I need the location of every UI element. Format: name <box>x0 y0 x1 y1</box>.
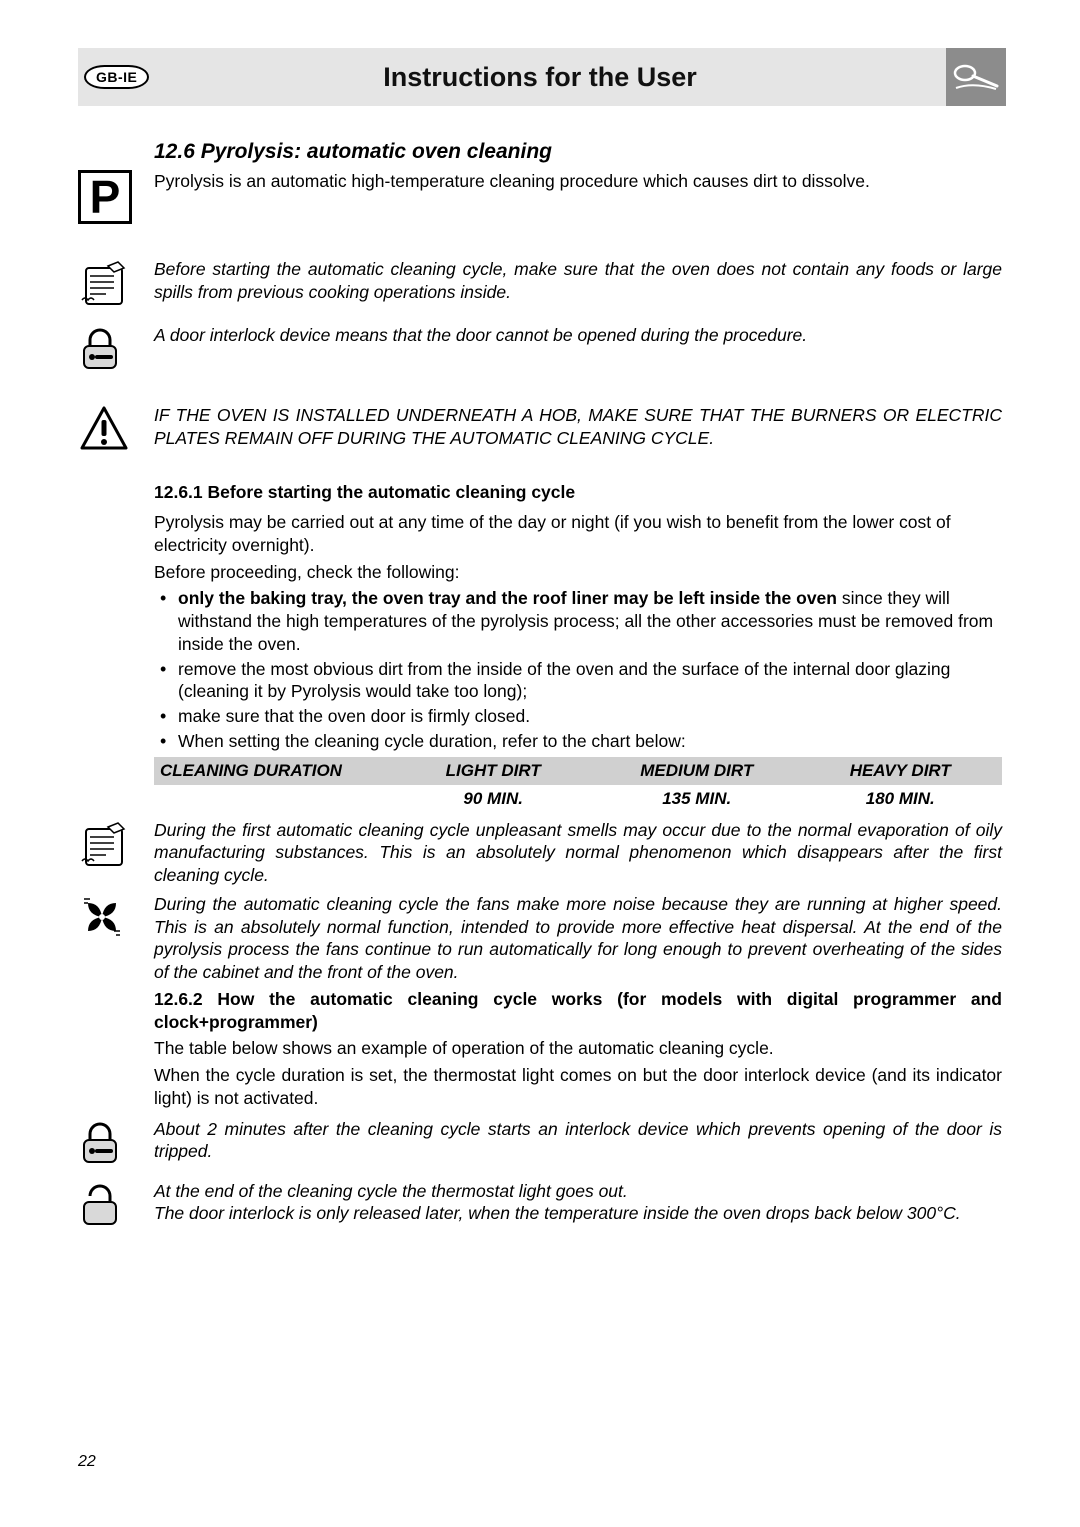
bullet-item: When setting the cleaning cycle duration… <box>154 730 1002 753</box>
lock-tripped-note: About 2 minutes after the cleaning cycle… <box>154 1118 1002 1164</box>
lock-open-icon <box>78 1180 122 1228</box>
pyrolysis-symbol: P <box>78 170 132 224</box>
fan-note: During the automatic cleaning cycle the … <box>154 893 1002 984</box>
subsection-2-heading: 12.6.2 How the automatic cleaning cycle … <box>154 988 1002 1034</box>
unlock-note: At the end of the cleaning cycle the the… <box>154 1180 1002 1226</box>
bullet-item: remove the most obvious dirt from the in… <box>154 658 1002 704</box>
th-heavy: HEAVY DIRT <box>798 757 1002 785</box>
unlock-line2: The door interlock is only released late… <box>154 1202 1002 1225</box>
warning-icon <box>78 404 130 452</box>
sub1-p2: Before proceeding, check the following: <box>154 561 1002 584</box>
subsection-2-body: The table below shows an example of oper… <box>154 1037 1002 1109</box>
sub1-p1: Pyrolysis may be carried out at any time… <box>154 511 1002 557</box>
th-light: LIGHT DIRT <box>391 757 595 785</box>
td-light: 90 MIN. <box>391 785 595 813</box>
sub2-p2: When the cycle duration is set, the ther… <box>154 1064 1002 1110</box>
td-medium: 135 MIN. <box>595 785 799 813</box>
bullet-item: only the baking tray, the oven tray and … <box>154 587 1002 655</box>
region-badge: GB-IE <box>84 65 149 89</box>
header-bar: GB-IE Instructions for the User <box>78 48 1002 106</box>
page-title: Instructions for the User <box>383 62 697 93</box>
spoon-icon <box>946 48 1006 106</box>
warning-note: IF THE OVEN IS INSTALLED UNDERNEATH A HO… <box>154 404 1002 450</box>
prep-note: Before starting the automatic cleaning c… <box>154 258 1002 304</box>
th-medium: MEDIUM DIRT <box>595 757 799 785</box>
sub2-p1: The table below shows an example of oper… <box>154 1037 1002 1060</box>
th-duration: CLEANING DURATION <box>154 757 391 785</box>
lock-note: A door interlock device means that the d… <box>154 324 1002 347</box>
td-heavy: 180 MIN. <box>798 785 1002 813</box>
subsection-1-heading: 12.6.1 Before starting the automatic cle… <box>154 482 1002 503</box>
page-number: 22 <box>78 1453 96 1471</box>
lock-closed-icon <box>78 324 122 372</box>
bullet-item: make sure that the oven door is firmly c… <box>154 705 1002 728</box>
smell-note: During the first automatic cleaning cycl… <box>154 819 1002 887</box>
bullet-bold: only the baking tray, the oven tray and … <box>178 588 837 608</box>
checklist-icon <box>78 258 130 310</box>
duration-table: CLEANING DURATION LIGHT DIRT MEDIUM DIRT… <box>154 757 1002 813</box>
intro-text: Pyrolysis is an automatic high-temperatu… <box>154 170 1002 193</box>
unlock-line1: At the end of the cleaning cycle the the… <box>154 1180 1002 1203</box>
checklist-icon <box>78 819 130 871</box>
subsection-1-body: Pyrolysis may be carried out at any time… <box>154 511 1002 813</box>
fan-icon <box>78 893 126 941</box>
section-heading: 12.6 Pyrolysis: automatic oven cleaning <box>154 140 1002 164</box>
lock-closed-icon <box>78 1118 122 1166</box>
